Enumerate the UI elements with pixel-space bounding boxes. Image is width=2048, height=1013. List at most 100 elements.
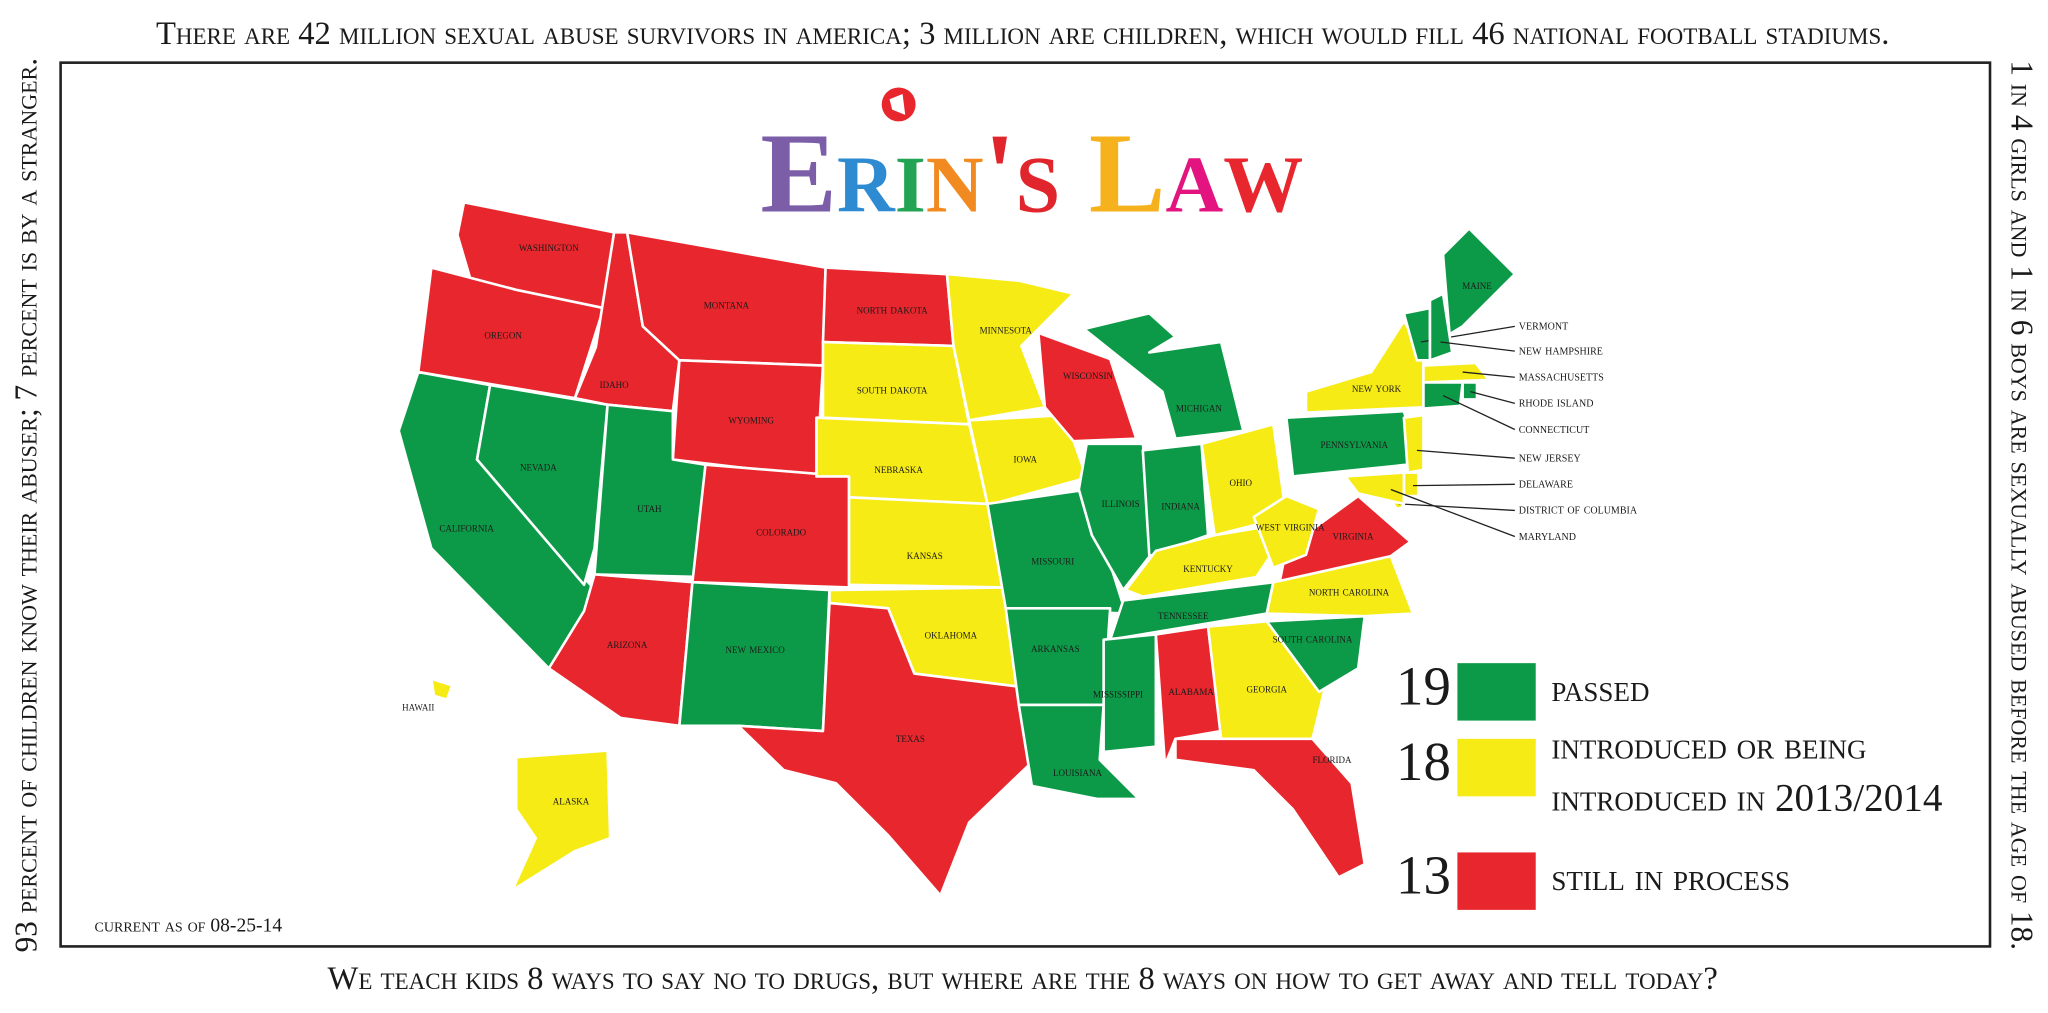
leader-line bbox=[1462, 371, 1515, 378]
legend-swatch bbox=[1457, 663, 1536, 721]
state-label: new mexico bbox=[725, 641, 785, 656]
us-map: washington oregon california nevada idaho mon… bbox=[397, 201, 1638, 897]
title-letter: L bbox=[1089, 110, 1166, 237]
date-note: current as of 08-25-14 bbox=[95, 915, 283, 936]
leader-line bbox=[1390, 488, 1516, 538]
state-label: utah bbox=[637, 500, 662, 515]
state-label: washington bbox=[519, 239, 579, 254]
state-label: missouri bbox=[1031, 552, 1074, 567]
state-label: ohio bbox=[1229, 474, 1252, 489]
state-label: north carolina bbox=[1309, 584, 1390, 599]
state-label: rhode island bbox=[1519, 395, 1594, 411]
state-label: iowa bbox=[1014, 451, 1038, 466]
state-label: california bbox=[439, 520, 494, 535]
state-label: georgia bbox=[1247, 680, 1288, 695]
state bbox=[1402, 413, 1425, 474]
megaphone-shape bbox=[889, 93, 906, 115]
legend-label: still in process bbox=[1551, 856, 1790, 899]
state-label: tennessee bbox=[1158, 607, 1209, 622]
title-letter: ' bbox=[984, 110, 1016, 237]
state-label: south dakota bbox=[857, 381, 928, 396]
leader-line bbox=[1442, 394, 1516, 431]
state bbox=[1252, 494, 1321, 570]
state bbox=[1037, 331, 1138, 443]
state-label: michigan bbox=[1176, 400, 1222, 415]
state-label: new hampshire bbox=[1519, 342, 1603, 358]
state bbox=[1206, 620, 1327, 741]
state-label: oklahoma bbox=[925, 627, 978, 642]
right-text: 1 in 4 girls and 1 in 6 boys are sexuall… bbox=[2005, 60, 2040, 950]
bottom-text: We teach kids 8 ways to say no to drugs,… bbox=[328, 961, 1718, 997]
state bbox=[1461, 381, 1479, 401]
state bbox=[430, 677, 454, 702]
state-label: alabama bbox=[1168, 683, 1214, 698]
state-label: hawaii bbox=[402, 699, 434, 714]
title: Erin's Law bbox=[760, 110, 1303, 237]
state-label: maryland bbox=[1519, 528, 1576, 544]
state-label: kansas bbox=[907, 547, 943, 562]
state bbox=[1141, 442, 1210, 558]
state-label: south carolina bbox=[1273, 631, 1353, 646]
left-text: 93 percent of children know their abuser… bbox=[8, 58, 43, 952]
state bbox=[945, 272, 1075, 422]
state bbox=[1402, 471, 1420, 498]
title-letter: E bbox=[760, 110, 837, 237]
state-label: minnesota bbox=[980, 321, 1033, 336]
state-label: idaho bbox=[600, 376, 629, 391]
state bbox=[1174, 737, 1367, 879]
state-label: wisconsin bbox=[1063, 367, 1114, 382]
leader-line bbox=[1470, 390, 1516, 405]
legend-swatch bbox=[1457, 852, 1536, 910]
legend-count: 18 bbox=[1396, 731, 1451, 792]
title-letter: i bbox=[895, 110, 926, 237]
state bbox=[1265, 614, 1367, 694]
state bbox=[678, 580, 831, 733]
legend-count: 19 bbox=[1396, 655, 1451, 716]
state-label: texas bbox=[896, 730, 925, 745]
state-label: new york bbox=[1352, 380, 1402, 395]
title-letter: s bbox=[1016, 110, 1061, 237]
state-label: new jersey bbox=[1519, 449, 1581, 465]
state-label: mississippi bbox=[1093, 685, 1143, 700]
state bbox=[1278, 494, 1412, 583]
state-label: vermont bbox=[1519, 318, 1568, 334]
state-label: illinois bbox=[1102, 495, 1140, 510]
state-label: arkansas bbox=[1031, 640, 1080, 655]
state bbox=[967, 413, 1088, 506]
state-label: pennsylvania bbox=[1321, 436, 1389, 451]
state-label: kentucky bbox=[1183, 560, 1233, 575]
state-label: north dakota bbox=[857, 302, 928, 317]
title-letter: r bbox=[837, 110, 896, 237]
state-label: maine bbox=[1462, 277, 1492, 292]
legend-label: passed bbox=[1551, 667, 1649, 710]
state bbox=[1428, 292, 1454, 362]
state bbox=[1154, 625, 1223, 767]
state-label: wyoming bbox=[728, 411, 774, 426]
state bbox=[1077, 442, 1158, 592]
legend: 19 passed 18 introduced or being introduced … bbox=[1396, 655, 1942, 910]
leader-line bbox=[1398, 503, 1515, 512]
state-label: oregon bbox=[484, 326, 522, 341]
leader-line bbox=[1440, 341, 1515, 352]
state-label: virginia bbox=[1332, 528, 1373, 543]
state bbox=[691, 463, 851, 589]
legend-label: introduced or being bbox=[1551, 724, 1866, 767]
state-label: connecticut bbox=[1519, 421, 1590, 437]
state bbox=[847, 496, 1008, 589]
legend-count: 13 bbox=[1396, 845, 1451, 906]
state bbox=[416, 266, 605, 400]
title-letter bbox=[1060, 110, 1089, 237]
state-label: colorado bbox=[756, 524, 807, 539]
state-label: massachusetts bbox=[1519, 369, 1604, 385]
title-letter: w bbox=[1223, 110, 1303, 237]
state-label: nevada bbox=[520, 458, 557, 473]
state bbox=[736, 601, 1036, 897]
state-label: montana bbox=[704, 296, 750, 311]
title-letter: a bbox=[1165, 110, 1223, 237]
state-label: louisiana bbox=[1053, 764, 1102, 779]
state-label: indiana bbox=[1161, 498, 1200, 513]
state-label: district of columbia bbox=[1519, 502, 1638, 518]
state bbox=[1102, 633, 1158, 754]
top-text: There are 42 million sexual abuse surviv… bbox=[156, 16, 1889, 52]
